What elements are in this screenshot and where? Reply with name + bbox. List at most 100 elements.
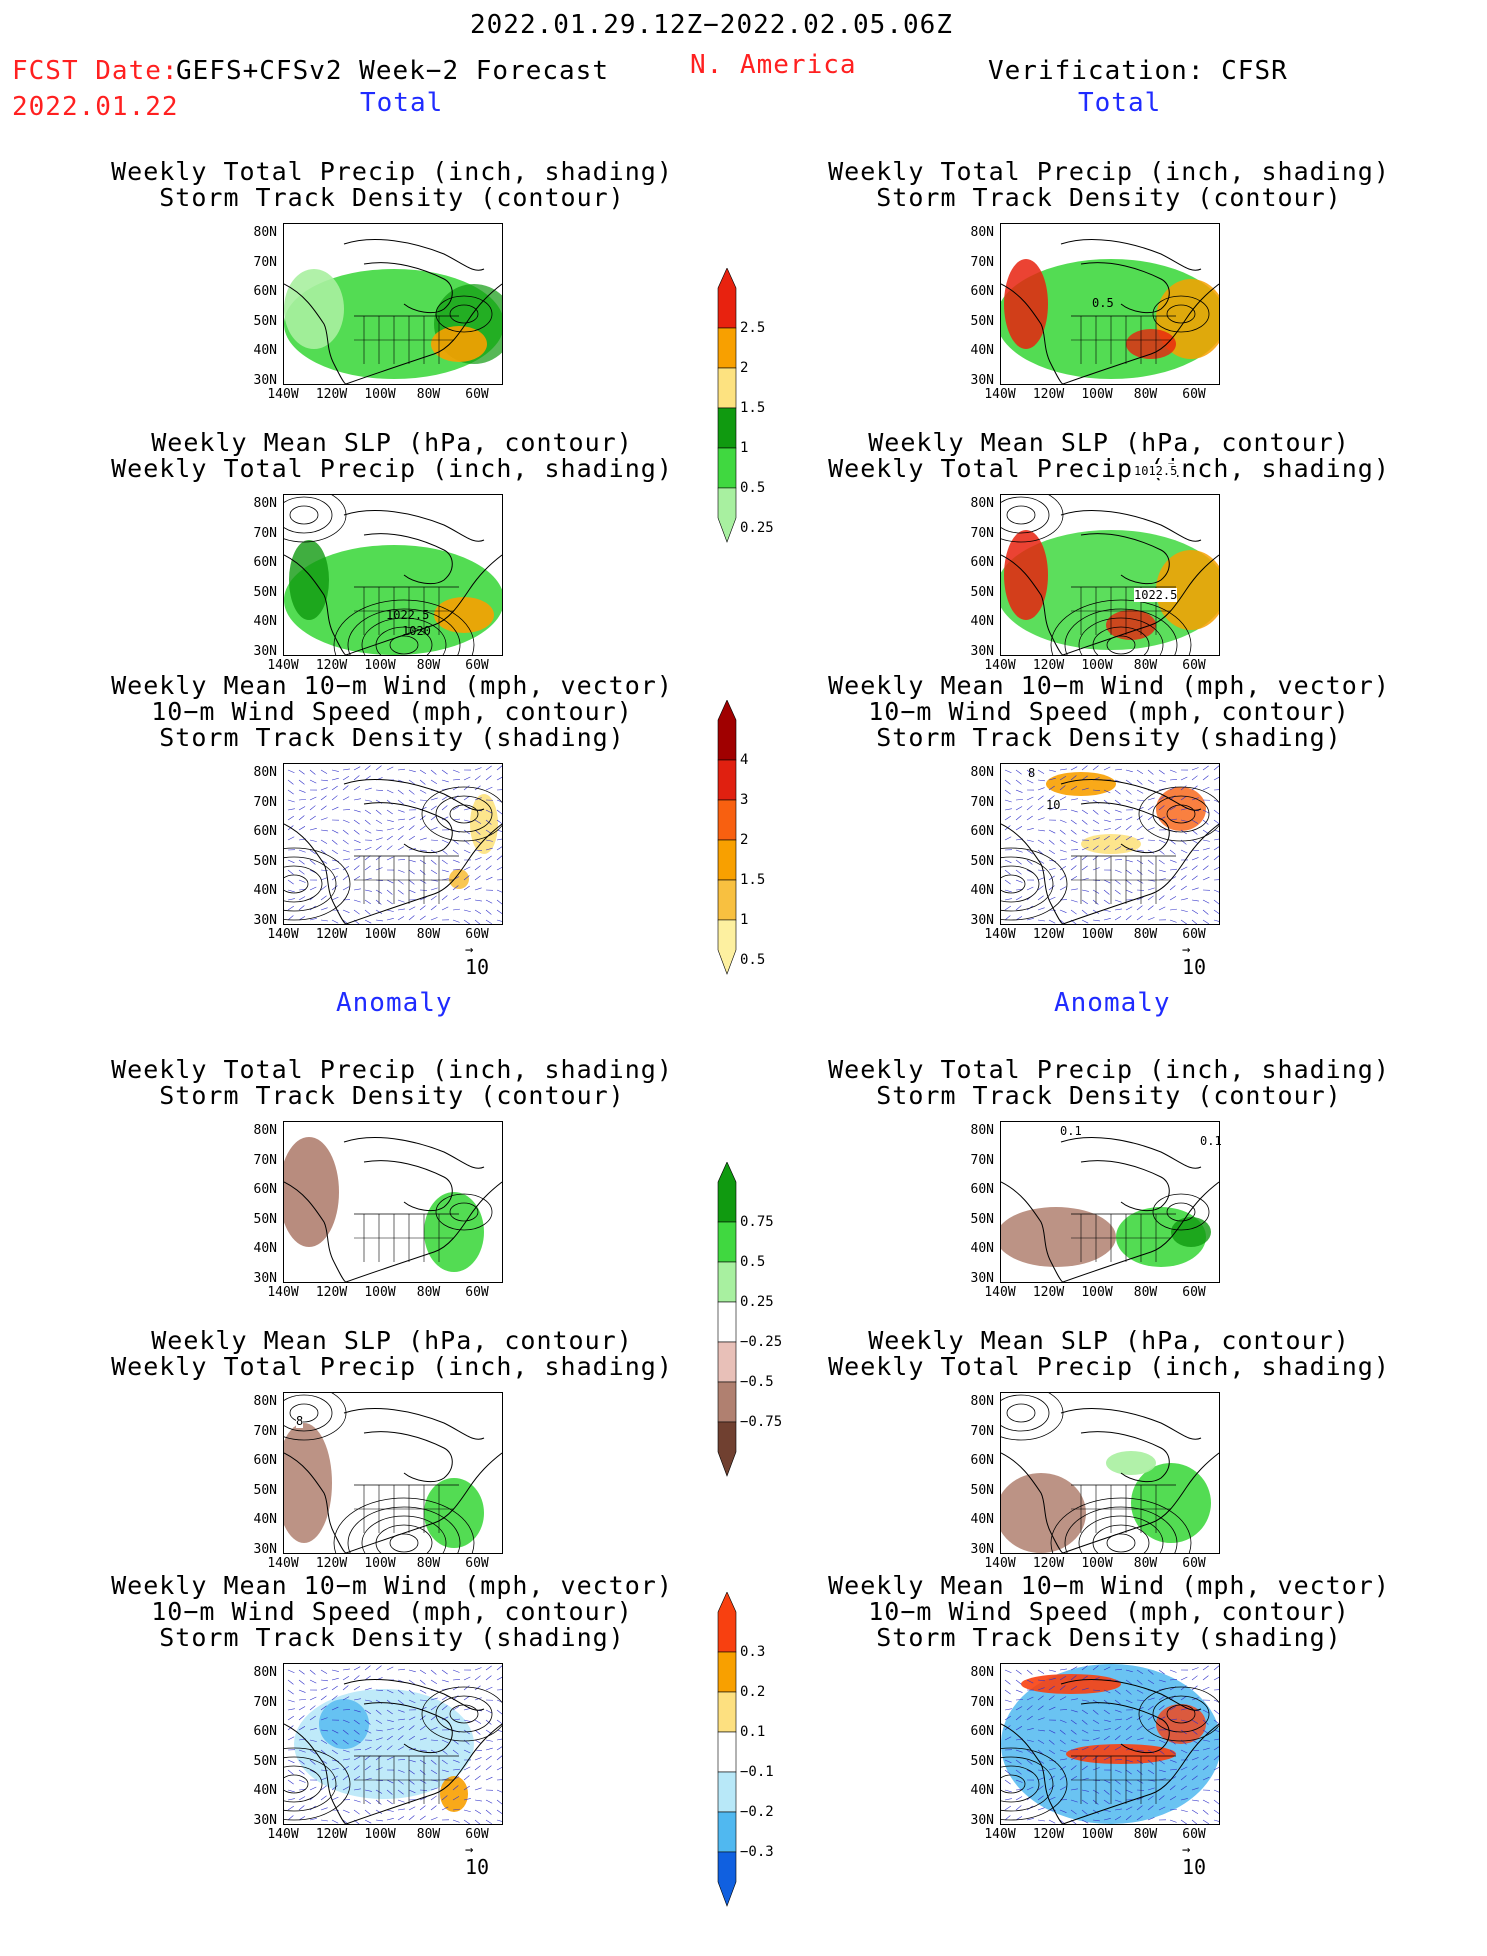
wind-vector	[475, 1766, 481, 1770]
wind-vector	[365, 830, 371, 833]
wind-vector	[420, 1670, 426, 1674]
contour-line	[1001, 875, 1025, 893]
wind-vector	[475, 1757, 482, 1760]
colorbar-label: 0.3	[740, 1644, 765, 1660]
wind-vector	[497, 1666, 502, 1670]
wind-vector	[1060, 797, 1066, 800]
map-canvas	[284, 1664, 502, 1824]
lat-tick-label: 80N	[243, 1394, 277, 1409]
lon-tick-label: 100W	[1074, 1827, 1120, 1842]
wind-vector	[1203, 877, 1209, 880]
wind-vector	[409, 1670, 416, 1672]
lat-tick-label: 80N	[960, 1665, 994, 1680]
wind-vector	[1137, 870, 1142, 874]
wind-vector	[354, 1800, 361, 1802]
wind-vector	[1214, 1820, 1219, 1822]
wind-vector	[398, 890, 404, 894]
wind-vector	[1005, 906, 1011, 910]
panel-title-line: Storm Track Density (contour)	[789, 185, 1429, 211]
wind-vector	[299, 1690, 306, 1693]
wind-vector	[321, 1820, 328, 1821]
lat-tick-label: 40N	[243, 1241, 277, 1256]
colorbar-label: 1.5	[740, 400, 765, 416]
lat-tick-label: 70N	[243, 526, 277, 541]
wind-vector	[1071, 840, 1077, 843]
wind-vector	[1203, 766, 1209, 770]
lon-tick-label: 60W	[454, 387, 500, 402]
wind-vector	[464, 777, 470, 780]
wind-vector	[1049, 897, 1055, 900]
panel-title-line: Storm Track Density (shading)	[72, 725, 712, 751]
wind-vector	[1203, 1676, 1208, 1680]
contour-label: 8	[296, 1414, 303, 1428]
vector-reference-value: 10	[1182, 955, 1206, 979]
wind-vector	[475, 920, 480, 924]
wind-vector	[1181, 1810, 1188, 1812]
wind-vector	[1005, 800, 1012, 802]
wind-vector	[453, 779, 460, 780]
wind-vector	[1005, 860, 1011, 863]
lat-tick-label: 50N	[960, 585, 994, 600]
wind-vector	[354, 776, 359, 780]
wind-vector	[1027, 840, 1034, 842]
wind-vector	[431, 917, 437, 920]
wind-vector	[1082, 920, 1088, 923]
wind-vector	[1137, 838, 1144, 840]
colorbar-swatch	[718, 488, 736, 542]
colorbar-swatch	[718, 1262, 736, 1302]
period-title: 2022.01.29.12Z−2022.02.05.06Z	[470, 10, 953, 40]
wind-vector	[398, 1669, 405, 1670]
wind-vector	[1170, 779, 1177, 780]
wind-vector	[431, 860, 436, 865]
wind-vector	[376, 838, 383, 840]
wind-vector	[475, 1800, 482, 1801]
wind-vector	[1038, 1808, 1045, 1810]
wind-vector	[486, 776, 491, 780]
colorbar-swatch	[718, 1382, 736, 1422]
wind-vector	[1016, 1805, 1021, 1810]
wind-vector	[1060, 830, 1065, 834]
wind-vector	[1115, 769, 1122, 770]
wind-vector	[453, 1679, 460, 1680]
lon-tick-label: 100W	[1074, 1285, 1120, 1300]
wind-vector	[288, 1770, 293, 1774]
wind-vector	[365, 910, 370, 914]
wind-vector	[486, 1820, 492, 1824]
map-anom_fcst_wind_track	[283, 1663, 503, 1825]
colorbar-swatch	[718, 1162, 736, 1222]
wind-vector	[1038, 1820, 1045, 1821]
wind-vector	[387, 1800, 393, 1804]
wind-vector	[1115, 826, 1121, 830]
wind-vector	[310, 816, 316, 820]
wind-vector	[431, 906, 436, 910]
colorbar-swatch	[718, 1812, 736, 1852]
wind-vector	[354, 1810, 360, 1814]
wind-vector	[1104, 810, 1110, 814]
wind-vector	[1071, 799, 1078, 800]
panel-title-line: Weekly Mean 10−m Wind (mph, vector)	[789, 1573, 1429, 1599]
wind-vector	[1049, 1670, 1056, 1672]
lat-tick-label: 50N	[243, 1483, 277, 1498]
wind-vector	[1203, 1820, 1209, 1824]
wind-vector	[1082, 800, 1089, 801]
wind-vector	[1181, 777, 1187, 780]
wind-vector	[1104, 890, 1109, 894]
wind-vector	[1181, 886, 1187, 890]
wind-vector	[1148, 840, 1155, 841]
wind-vector	[1203, 1800, 1209, 1803]
wind-vector	[299, 815, 304, 820]
wind-vector	[1038, 840, 1044, 844]
colorbar-swatch	[718, 408, 736, 448]
contour-label: 1020	[402, 624, 431, 638]
wind-vector	[420, 916, 426, 920]
wind-vector	[442, 1670, 448, 1674]
wind-vector	[420, 1806, 425, 1810]
panel-title-line: Weekly Mean 10−m Wind (mph, vector)	[789, 673, 1429, 699]
wind-vector	[475, 1810, 481, 1814]
wind-vector	[1181, 898, 1188, 900]
wind-vector	[1049, 1820, 1055, 1823]
wind-vector	[409, 870, 415, 874]
panel-title-line: Storm Track Density (shading)	[789, 725, 1429, 751]
wind-vector	[431, 1680, 437, 1684]
wind-vector	[431, 816, 436, 820]
